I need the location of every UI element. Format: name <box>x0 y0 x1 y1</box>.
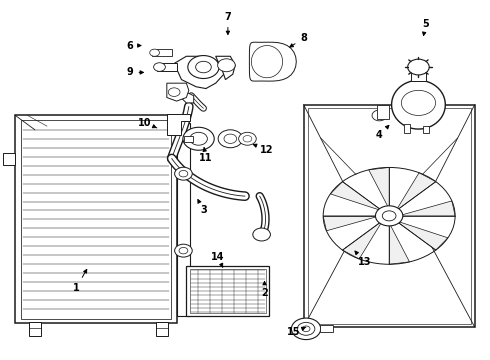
Circle shape <box>179 247 188 254</box>
Polygon shape <box>397 173 436 210</box>
Polygon shape <box>249 42 296 81</box>
Circle shape <box>408 59 429 75</box>
Circle shape <box>292 318 321 339</box>
Text: 12: 12 <box>253 144 274 154</box>
Circle shape <box>183 127 214 150</box>
Text: 10: 10 <box>138 118 157 128</box>
Polygon shape <box>216 56 235 80</box>
Circle shape <box>154 63 165 71</box>
Circle shape <box>382 211 396 221</box>
Text: 5: 5 <box>422 19 429 36</box>
Bar <box>304 105 475 327</box>
Circle shape <box>196 61 211 73</box>
Text: 4: 4 <box>376 125 389 140</box>
Bar <box>308 108 471 324</box>
Polygon shape <box>389 225 410 264</box>
Circle shape <box>190 132 207 145</box>
Circle shape <box>253 228 270 241</box>
Text: 13: 13 <box>355 251 371 267</box>
Polygon shape <box>377 105 389 119</box>
Bar <box>176 123 190 316</box>
Circle shape <box>401 90 436 116</box>
Bar <box>404 125 410 134</box>
Polygon shape <box>330 182 381 210</box>
Circle shape <box>372 110 387 121</box>
Circle shape <box>224 134 237 143</box>
Text: 11: 11 <box>199 148 213 163</box>
Circle shape <box>188 55 219 78</box>
Bar <box>15 116 176 323</box>
Polygon shape <box>401 201 455 216</box>
Bar <box>29 322 41 336</box>
Text: 1: 1 <box>73 269 87 293</box>
Polygon shape <box>157 63 176 71</box>
Polygon shape <box>179 87 194 103</box>
Bar <box>423 126 429 134</box>
Bar <box>156 322 168 336</box>
Bar <box>21 120 171 319</box>
Text: 6: 6 <box>127 41 141 50</box>
Polygon shape <box>167 83 189 101</box>
Polygon shape <box>174 56 225 89</box>
Circle shape <box>179 171 188 177</box>
Circle shape <box>243 135 252 142</box>
Polygon shape <box>320 325 333 332</box>
Polygon shape <box>167 114 190 135</box>
Text: 14: 14 <box>211 252 225 267</box>
Polygon shape <box>398 222 448 250</box>
Polygon shape <box>343 222 381 259</box>
Text: 2: 2 <box>261 282 268 298</box>
Bar <box>411 72 426 81</box>
Polygon shape <box>323 216 377 231</box>
Polygon shape <box>152 49 171 56</box>
Circle shape <box>150 49 159 56</box>
Text: 7: 7 <box>224 12 231 35</box>
Polygon shape <box>392 80 445 129</box>
Polygon shape <box>3 153 15 165</box>
Circle shape <box>174 244 192 257</box>
Circle shape <box>239 132 256 145</box>
Circle shape <box>297 322 315 335</box>
Circle shape <box>174 167 192 180</box>
Polygon shape <box>369 167 389 207</box>
Circle shape <box>302 326 310 332</box>
Polygon shape <box>251 45 283 78</box>
Bar <box>186 266 270 316</box>
Circle shape <box>375 206 403 226</box>
Text: 3: 3 <box>198 199 207 216</box>
Circle shape <box>168 88 180 96</box>
Text: 15: 15 <box>287 327 306 337</box>
Circle shape <box>218 59 235 72</box>
Bar <box>184 136 193 141</box>
Bar <box>190 269 266 314</box>
Text: 8: 8 <box>290 33 307 47</box>
Text: 9: 9 <box>127 67 144 77</box>
Circle shape <box>218 130 243 148</box>
